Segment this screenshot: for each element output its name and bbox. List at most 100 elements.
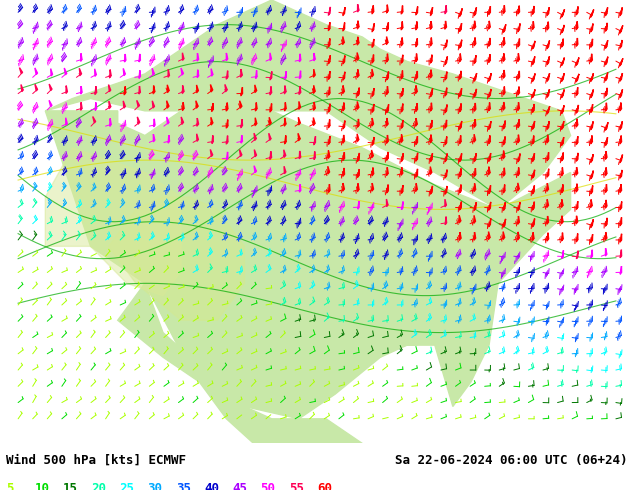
Polygon shape xyxy=(197,70,198,78)
Polygon shape xyxy=(562,90,564,98)
Polygon shape xyxy=(533,232,534,240)
Polygon shape xyxy=(372,5,373,14)
Polygon shape xyxy=(387,72,389,80)
Polygon shape xyxy=(503,202,505,210)
Polygon shape xyxy=(460,153,462,161)
Polygon shape xyxy=(576,201,578,209)
Polygon shape xyxy=(562,216,563,223)
Polygon shape xyxy=(445,120,446,128)
Polygon shape xyxy=(547,73,550,81)
Polygon shape xyxy=(358,169,359,177)
Polygon shape xyxy=(620,250,621,258)
Polygon shape xyxy=(591,104,593,112)
Polygon shape xyxy=(460,121,462,129)
Polygon shape xyxy=(197,118,198,126)
Polygon shape xyxy=(299,71,301,79)
Polygon shape xyxy=(533,153,534,161)
Polygon shape xyxy=(430,167,432,174)
Polygon shape xyxy=(20,68,22,74)
Polygon shape xyxy=(108,85,111,92)
Polygon shape xyxy=(226,53,228,61)
Polygon shape xyxy=(562,74,564,81)
Polygon shape xyxy=(620,170,622,178)
Polygon shape xyxy=(605,218,607,226)
Polygon shape xyxy=(503,168,505,176)
Polygon shape xyxy=(269,133,271,140)
Polygon shape xyxy=(401,153,403,161)
Polygon shape xyxy=(416,6,418,15)
Polygon shape xyxy=(387,152,388,160)
Polygon shape xyxy=(285,135,286,144)
Polygon shape xyxy=(416,38,417,47)
Polygon shape xyxy=(533,136,534,144)
Text: 40: 40 xyxy=(204,482,219,490)
Polygon shape xyxy=(343,168,344,176)
Polygon shape xyxy=(255,85,257,92)
Polygon shape xyxy=(152,101,155,108)
Polygon shape xyxy=(547,56,550,65)
Polygon shape xyxy=(518,232,519,240)
Polygon shape xyxy=(328,38,330,47)
Polygon shape xyxy=(591,54,592,62)
Polygon shape xyxy=(211,69,213,76)
Polygon shape xyxy=(460,103,461,112)
Polygon shape xyxy=(562,250,564,259)
Polygon shape xyxy=(489,219,491,226)
Polygon shape xyxy=(358,69,359,77)
Polygon shape xyxy=(533,170,534,178)
Polygon shape xyxy=(445,104,447,113)
Polygon shape xyxy=(460,185,461,193)
Polygon shape xyxy=(445,170,447,178)
Polygon shape xyxy=(372,39,374,47)
Polygon shape xyxy=(460,23,462,31)
Text: 15: 15 xyxy=(63,482,78,490)
Polygon shape xyxy=(605,88,607,96)
Polygon shape xyxy=(372,183,373,191)
Polygon shape xyxy=(620,73,623,81)
Polygon shape xyxy=(489,54,490,62)
Polygon shape xyxy=(547,169,548,177)
Polygon shape xyxy=(21,84,23,92)
Polygon shape xyxy=(270,53,271,61)
Polygon shape xyxy=(533,202,534,210)
Polygon shape xyxy=(576,38,578,46)
Polygon shape xyxy=(620,40,622,48)
Text: Wind 500 hPa [kts] ECMWF: Wind 500 hPa [kts] ECMWF xyxy=(6,454,186,466)
Polygon shape xyxy=(35,84,37,91)
Polygon shape xyxy=(241,69,242,77)
Polygon shape xyxy=(620,184,621,192)
Polygon shape xyxy=(270,103,272,112)
Polygon shape xyxy=(328,7,330,15)
Text: 20: 20 xyxy=(91,482,106,490)
Polygon shape xyxy=(64,68,67,75)
Polygon shape xyxy=(387,5,388,13)
Polygon shape xyxy=(197,53,198,61)
Polygon shape xyxy=(401,201,403,210)
Polygon shape xyxy=(591,250,592,258)
Polygon shape xyxy=(358,153,359,161)
Polygon shape xyxy=(620,122,623,129)
Polygon shape xyxy=(328,150,330,158)
Polygon shape xyxy=(343,55,345,64)
Polygon shape xyxy=(372,88,374,96)
Polygon shape xyxy=(547,41,550,49)
Polygon shape xyxy=(401,103,403,112)
Polygon shape xyxy=(620,218,621,225)
Polygon shape xyxy=(562,9,564,17)
Polygon shape xyxy=(620,25,623,33)
Polygon shape xyxy=(197,134,198,141)
Text: 50: 50 xyxy=(261,482,276,490)
Polygon shape xyxy=(533,6,534,14)
Polygon shape xyxy=(328,55,330,64)
Polygon shape xyxy=(401,71,403,78)
Polygon shape xyxy=(620,155,623,163)
Polygon shape xyxy=(518,6,519,14)
Polygon shape xyxy=(256,118,257,125)
Polygon shape xyxy=(430,70,432,77)
Polygon shape xyxy=(474,55,476,63)
Polygon shape xyxy=(357,52,359,60)
Polygon shape xyxy=(358,21,359,28)
Polygon shape xyxy=(445,88,447,96)
Polygon shape xyxy=(81,53,82,61)
Polygon shape xyxy=(241,87,243,96)
